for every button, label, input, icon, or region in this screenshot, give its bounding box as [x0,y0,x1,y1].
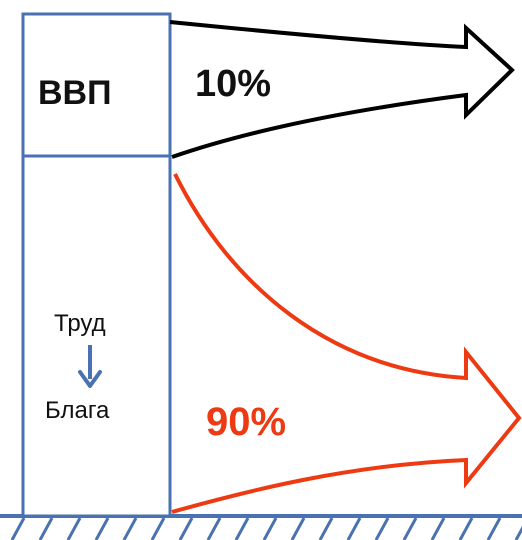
bottom-percent-label: 90% [206,400,286,444]
top-percent-label: 10% [195,63,271,105]
ground-hatching [10,517,522,540]
labor-goods-box [21,154,172,518]
ground [0,514,522,540]
goods-label: Блага [45,397,110,424]
labor-label: Труд [54,310,106,337]
gdp-label: ВВП [38,74,112,112]
down-arrow-icon [78,345,102,388]
top-arrow [169,20,515,159]
bottom-arrow [171,173,522,514]
